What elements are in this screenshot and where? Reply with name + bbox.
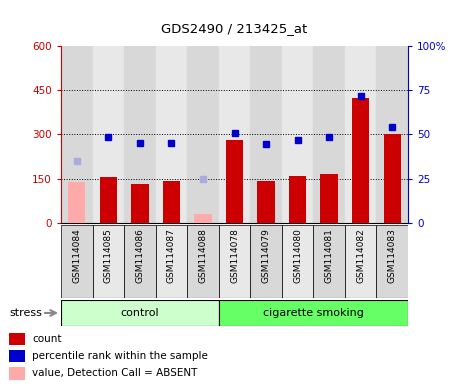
Bar xyxy=(345,225,377,298)
Bar xyxy=(156,46,187,223)
Bar xyxy=(320,174,338,223)
Bar xyxy=(219,300,408,326)
Bar xyxy=(92,225,124,298)
Bar xyxy=(377,46,408,223)
Text: cigarette smoking: cigarette smoking xyxy=(263,308,364,318)
Bar xyxy=(250,225,282,298)
Text: stress: stress xyxy=(9,308,42,318)
Bar xyxy=(163,180,180,223)
Text: control: control xyxy=(121,308,159,318)
Bar xyxy=(124,225,156,298)
Bar xyxy=(377,225,408,298)
Bar xyxy=(9,333,25,345)
Bar xyxy=(124,46,156,223)
Bar xyxy=(352,98,370,223)
Bar xyxy=(99,177,117,223)
Bar xyxy=(61,300,219,326)
Bar xyxy=(289,175,306,223)
Text: GSM114081: GSM114081 xyxy=(325,228,333,283)
Bar xyxy=(313,225,345,298)
Text: GSM114084: GSM114084 xyxy=(72,228,81,283)
Bar xyxy=(219,225,250,298)
Bar xyxy=(250,46,282,223)
Bar xyxy=(282,225,313,298)
Bar xyxy=(194,214,212,223)
Bar xyxy=(313,46,345,223)
Bar xyxy=(219,46,250,223)
Text: GSM114078: GSM114078 xyxy=(230,228,239,283)
Bar xyxy=(257,181,275,223)
Text: GSM114087: GSM114087 xyxy=(167,228,176,283)
Bar xyxy=(9,350,25,362)
Text: GSM114085: GSM114085 xyxy=(104,228,113,283)
Text: GSM114080: GSM114080 xyxy=(293,228,302,283)
Bar xyxy=(282,46,313,223)
Text: value, Detection Call = ABSENT: value, Detection Call = ABSENT xyxy=(32,368,197,379)
Bar xyxy=(384,134,401,223)
Bar xyxy=(61,46,92,223)
Text: GSM114083: GSM114083 xyxy=(388,228,397,283)
Text: GDS2490 / 213425_at: GDS2490 / 213425_at xyxy=(161,22,308,35)
Text: GSM114079: GSM114079 xyxy=(262,228,271,283)
Bar xyxy=(131,184,149,223)
Text: count: count xyxy=(32,334,62,344)
Bar xyxy=(61,225,92,298)
Text: percentile rank within the sample: percentile rank within the sample xyxy=(32,351,208,361)
Bar xyxy=(345,46,377,223)
Bar xyxy=(156,225,187,298)
Bar xyxy=(68,182,85,223)
Bar xyxy=(92,46,124,223)
Bar xyxy=(187,46,219,223)
Text: GSM114088: GSM114088 xyxy=(198,228,207,283)
Bar xyxy=(226,140,243,223)
Bar xyxy=(9,367,25,380)
Bar xyxy=(187,225,219,298)
Text: GSM114086: GSM114086 xyxy=(136,228,144,283)
Text: GSM114082: GSM114082 xyxy=(356,228,365,283)
